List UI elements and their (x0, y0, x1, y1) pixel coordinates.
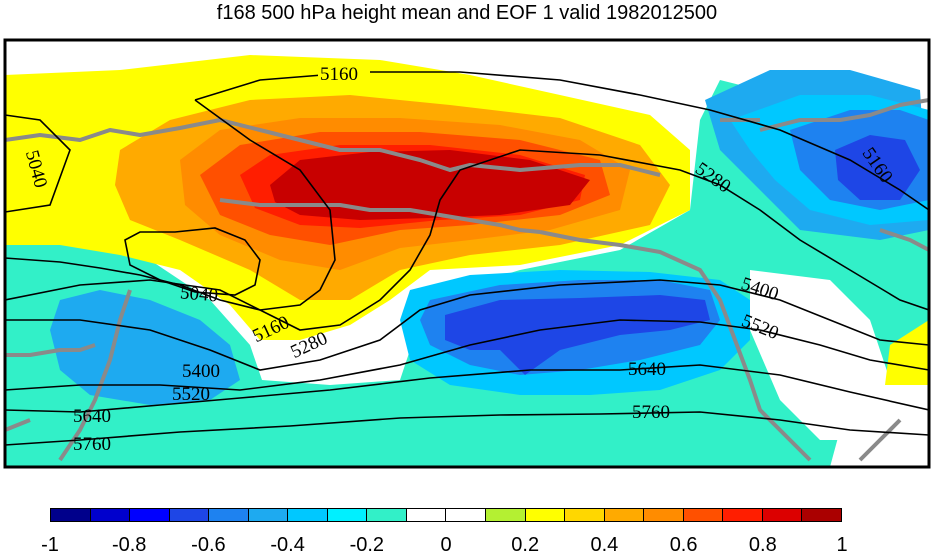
contour-5280 (5, 149, 929, 331)
colorbar-swatch (406, 509, 447, 521)
map-title: f168 500 hPa height mean and EOF 1 valid… (216, 2, 718, 24)
colorbar-swatch (209, 509, 249, 521)
colorbar-swatch (683, 509, 724, 521)
colorbar-tick-label: 0.8 (748, 534, 777, 556)
colorbar (50, 508, 842, 522)
colorbar-swatch (90, 509, 131, 521)
contour-label-5640-left: 5640 (73, 406, 111, 427)
colorbar-tick-label: -0.4 (270, 534, 305, 556)
colorbar-tick-label: -0.8 (111, 534, 147, 556)
colorbar-swatch (169, 509, 210, 521)
coastlines (5, 98, 929, 462)
colorbar-swatch (446, 509, 487, 521)
colorbar-swatch (130, 509, 170, 521)
colorbar-swatch (802, 509, 841, 521)
colorbar-swatch (762, 509, 803, 521)
colorbar-swatch (723, 509, 763, 521)
colorbar-swatch (604, 509, 645, 521)
field-neutral-right (750, 270, 929, 440)
contour-label-5760-left: 5760 (73, 434, 111, 455)
contour-5160-b (5, 99, 336, 311)
map-panel: 5160 5040 5280 5160 5040 5160 5280 5400 … (3, 38, 931, 469)
colorbar-tick-label: 1 (836, 534, 848, 556)
contour-5040-mid (124, 227, 261, 296)
contour-label-5040-mid: 5040 (179, 282, 219, 306)
colorbar-tick-label: -0.6 (191, 534, 226, 556)
field-blue-core (445, 295, 710, 375)
contour-label-5760-right: 5760 (632, 402, 670, 423)
colorbar-tick-label: -1 (41, 534, 59, 556)
colorbar-tick-label: 0.6 (669, 534, 698, 556)
contour-label-5400-left: 5400 (182, 361, 220, 382)
colorbar-swatch (486, 509, 526, 521)
contour-label-5160-top: 5160 (320, 64, 358, 85)
colorbar-swatch (367, 509, 407, 521)
colorbar-swatch (288, 509, 328, 521)
field-neutral-band-lower (250, 300, 420, 385)
contour-label-5520-left: 5520 (172, 384, 210, 405)
contour-label-5640-right: 5640 (628, 359, 666, 380)
colorbar-tick-label: 0.2 (511, 534, 540, 556)
field-blue-left (50, 290, 240, 405)
field-blue-right-core (835, 135, 920, 200)
colorbar-swatch (248, 509, 289, 521)
contour-5040 (5, 114, 71, 213)
contour-5400 (5, 279, 929, 371)
colorbar-swatch (327, 509, 368, 521)
field-white-bottom-right (830, 420, 929, 467)
colorbar-swatch (644, 509, 684, 521)
contour-5520 (5, 319, 929, 391)
colorbar-swatch (51, 509, 91, 521)
contour-5760 (5, 411, 929, 446)
contour-5640 (5, 364, 929, 413)
colorbar-tick-label: 0 (440, 534, 452, 556)
colorbar-swatch (525, 509, 566, 521)
height-contours (5, 71, 929, 446)
map-border (3, 38, 931, 469)
colorbar-tick-label: 0.4 (590, 534, 619, 556)
colorbar-swatch (565, 509, 605, 521)
colorbar-tick-label: -0.2 (349, 534, 385, 556)
